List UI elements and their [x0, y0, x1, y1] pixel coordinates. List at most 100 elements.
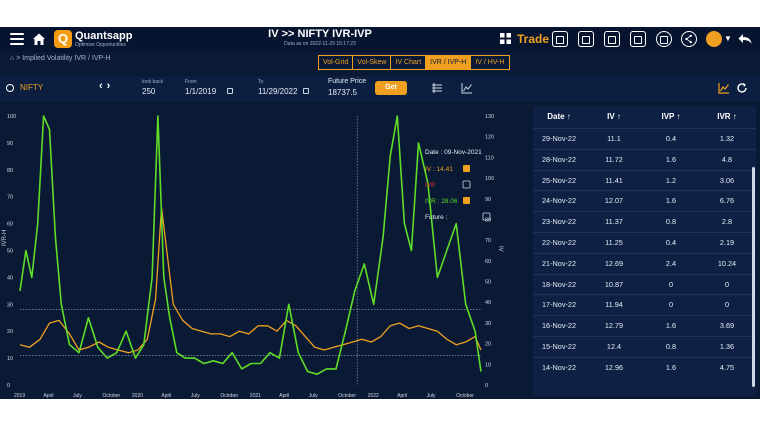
- table-row[interactable]: 14-Nov-22 12.96 1.6 4.75: [533, 356, 756, 379]
- table-scrollbar[interactable]: [752, 167, 755, 387]
- series-line-ivr[interactable]: [19, 115, 482, 375]
- tooltip-future: Future :: [425, 214, 448, 221]
- right-tick-label: 20: [485, 342, 491, 348]
- caret-down-icon[interactable]: ▼: [724, 34, 732, 43]
- table-row[interactable]: 25-Nov-22 11.41 1.2 3.06: [533, 169, 756, 192]
- notes-icon[interactable]: [578, 31, 594, 47]
- iv-cell: 11.94: [605, 300, 623, 310]
- lookback-input[interactable]: 250: [142, 87, 156, 96]
- filter-bar: NIFTY ‹› look back 250 From 1/1/2019 To …: [0, 76, 760, 102]
- calendar-icon[interactable]: [227, 88, 233, 94]
- x-tick-label: July: [427, 393, 436, 399]
- app-window: Q Quantsapp Optimize Opportunities IV >>…: [0, 27, 760, 399]
- date-cell: 29-Nov-22: [541, 134, 577, 143]
- home-small-icon[interactable]: ⌂: [10, 55, 15, 62]
- tab-vol-grid[interactable]: Vol-Grid: [318, 55, 354, 70]
- right-tick-label: 60: [485, 259, 491, 265]
- left-tick-label: 60: [7, 222, 13, 228]
- ivp-cell: 0: [668, 300, 674, 310]
- breadcrumb-text[interactable]: Implied Volatility IVR / IVP-H: [22, 55, 111, 62]
- right-tick-label: 110: [485, 155, 494, 161]
- back-arrow-icon[interactable]: [737, 31, 753, 47]
- iv-cell: 11.72: [605, 154, 623, 164]
- series-line-iv[interactable]: [19, 206, 482, 354]
- from-date-input[interactable]: 1/1/2019: [185, 87, 217, 96]
- right-tick-label: 70: [485, 238, 491, 244]
- x-tick-label: April: [43, 393, 53, 399]
- table-row[interactable]: 18-Nov-22 10.87 0 0: [533, 273, 756, 296]
- ivp-cell: 1.6: [665, 196, 677, 206]
- search-icon[interactable]: [6, 84, 14, 92]
- symbol-nav-arrows[interactable]: ‹›: [99, 80, 115, 92]
- table-row[interactable]: 17-Nov-22 11.94 0 0: [533, 294, 756, 316]
- x-tick-label: April: [161, 393, 171, 399]
- right-tick-label: 30: [485, 321, 491, 327]
- table-row[interactable]: 15-Nov-22 12.4 0.8 1.36: [533, 336, 756, 358]
- x-tick-label: October: [338, 393, 356, 399]
- column-header-date[interactable]: Date ↑: [547, 112, 571, 121]
- bot-icon[interactable]: [656, 31, 672, 47]
- iv-cell: 10.87: [604, 279, 624, 289]
- ivp-cell: 1.6: [665, 321, 677, 331]
- window-icon[interactable]: [552, 31, 568, 47]
- data-timestamp: Data as on 2022-11-29 15:17:23: [284, 41, 356, 47]
- iv-cell: 11.1: [607, 134, 621, 143]
- home-icon[interactable]: [32, 32, 46, 46]
- ivp-checkbox[interactable]: [462, 180, 471, 189]
- breadcrumb: ⌂ > Implied Volatility IVR / IVP-H: [10, 55, 111, 62]
- column-header-ivr[interactable]: IVR ↑: [717, 112, 737, 121]
- share-icon[interactable]: [681, 31, 697, 47]
- ivr-checkbox[interactable]: [463, 197, 470, 204]
- iv-checkbox[interactable]: [463, 165, 470, 172]
- left-tick-label: 40: [7, 275, 13, 281]
- table-row[interactable]: 24-Nov-22 12.07 1.6 6.76: [533, 190, 756, 212]
- symbol-input[interactable]: NIFTY: [20, 83, 44, 92]
- edit-icon[interactable]: [604, 31, 620, 47]
- x-tick-label: April: [397, 393, 407, 399]
- menu-icon[interactable]: [10, 33, 24, 45]
- tab-vol-skew[interactable]: Vol-Skew: [352, 55, 392, 70]
- iv-cell: 11.41: [605, 175, 623, 185]
- tab-iv-hv-h[interactable]: IV / HV-H: [470, 55, 510, 70]
- ivr-cell: 0: [724, 279, 730, 289]
- tab-iv-chart[interactable]: IV Chart: [390, 55, 427, 70]
- date-cell: 28-Nov-22: [541, 154, 577, 164]
- date-cell: 21-Nov-22: [541, 258, 577, 268]
- left-axis-label: IVR-H: [2, 230, 8, 246]
- x-tick-label: October: [220, 393, 238, 399]
- table-row[interactable]: 22-Nov-22 11.25 0.4 2.19: [533, 232, 756, 254]
- iv-cell: 11.25: [605, 238, 623, 247]
- to-date-input[interactable]: 11/29/2022: [258, 87, 298, 96]
- column-header-iv[interactable]: IV ↑: [607, 112, 621, 121]
- left-tick-label: 20: [7, 329, 13, 335]
- video-icon[interactable]: [630, 31, 646, 47]
- future-checkbox[interactable]: [482, 212, 491, 221]
- table-row[interactable]: 21-Nov-22 12.69 2.4 10.24: [533, 252, 756, 275]
- brand-logo-icon[interactable]: Q: [54, 30, 72, 48]
- table-view-icon[interactable]: [431, 82, 443, 94]
- line-chart-icon[interactable]: [718, 82, 730, 94]
- right-tick-label: 10: [485, 362, 491, 368]
- tooltip-iv: IV : 14.41: [425, 166, 453, 173]
- tab-ivr-ivp-h[interactable]: IVR / IVP-H: [425, 55, 472, 70]
- refresh-icon[interactable]: [736, 82, 748, 94]
- user-avatar-icon[interactable]: [706, 31, 722, 47]
- lookback-label: look back: [142, 79, 164, 85]
- table-row[interactable]: 23-Nov-22 11.37 0.8 2.8: [533, 211, 756, 233]
- x-tick-label: April: [279, 393, 289, 399]
- table-row[interactable]: 28-Nov-22 11.72 1.6 4.8: [533, 148, 756, 171]
- chart-view-icon[interactable]: [461, 82, 473, 94]
- get-button[interactable]: Get: [375, 81, 407, 95]
- date-cell: 23-Nov-22: [541, 217, 577, 227]
- table-row[interactable]: 29-Nov-22 11.1 0.4 1.32: [533, 128, 756, 150]
- iv-cell: 12.96: [604, 362, 624, 372]
- column-header-ivp[interactable]: IVP ↑: [661, 112, 681, 121]
- table-row[interactable]: 16-Nov-22 12.79 1.6 3.69: [533, 315, 756, 337]
- x-tick-label: 2019: [14, 393, 25, 399]
- right-tick-label: 130: [485, 114, 494, 120]
- to-label: To: [258, 79, 264, 85]
- calendar-icon[interactable]: [303, 88, 309, 94]
- ivr-ivp-chart[interactable]: 1009080706050403020100130120110100908070…: [0, 106, 505, 399]
- x-tick-label: 2022: [368, 393, 379, 399]
- ivr-cell: 3.06: [719, 175, 735, 185]
